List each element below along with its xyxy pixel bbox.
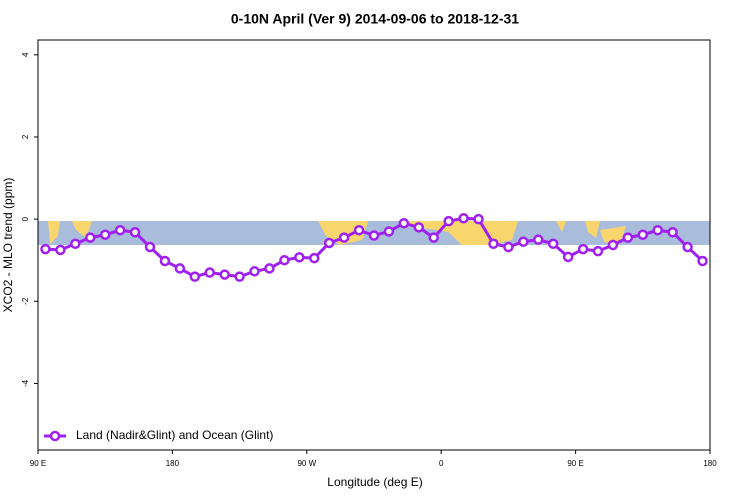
point: [353, 224, 365, 236]
point: [383, 226, 395, 237]
point: [144, 241, 156, 253]
point: [189, 271, 201, 282]
x-tick-label: 180: [166, 459, 180, 468]
plot-frame: [37, 39, 711, 451]
y-tick-label: -4: [21, 379, 30, 387]
point: [577, 243, 589, 255]
point: [592, 245, 604, 257]
point: [443, 215, 454, 227]
y-axis-label: XCO2 - MLO trend (ppm): [1, 178, 15, 313]
point: [85, 232, 96, 243]
point: [488, 238, 499, 250]
point: [398, 217, 410, 229]
point: [667, 227, 678, 238]
point: [533, 234, 544, 245]
point: [607, 239, 619, 251]
point: [279, 254, 290, 266]
point: [264, 263, 275, 274]
point: [637, 229, 649, 240]
chart-title: 0-10N April (Ver 9) 2014-09-06 to 2018-1…: [231, 11, 519, 27]
point: [682, 241, 693, 253]
x-tick-label: 90 W: [297, 459, 316, 468]
y-tick-label: 2: [21, 134, 30, 139]
y-tick-label: 4: [21, 52, 30, 57]
point: [129, 227, 141, 238]
point: [323, 237, 335, 249]
point: [234, 271, 245, 282]
point: [622, 232, 634, 243]
point: [159, 255, 171, 267]
point: [473, 213, 484, 225]
point: [368, 230, 380, 241]
point: [503, 241, 514, 253]
point: [219, 269, 230, 280]
point: [338, 232, 350, 243]
point: [204, 267, 215, 278]
legend-label: Land (Nadir&Glint) and Ocean (Glint): [76, 428, 273, 442]
x-tick-label: 0: [439, 459, 444, 468]
point: [428, 232, 439, 243]
point: [249, 266, 260, 277]
point: [652, 224, 663, 236]
point: [562, 251, 574, 263]
point: [70, 238, 81, 250]
point: [40, 243, 51, 255]
point: [547, 238, 559, 250]
point: [413, 222, 425, 233]
y-tick-label: -2: [21, 297, 30, 305]
point: [55, 244, 66, 256]
y-tick-label: 0: [21, 216, 30, 221]
point: [99, 229, 111, 240]
point: [174, 263, 186, 274]
x-axis-label: Longitude (deg E): [327, 475, 422, 489]
point: [458, 213, 469, 224]
x-tick-label: 90 E: [567, 459, 583, 468]
x-tick-label: 180: [703, 459, 717, 468]
point: [518, 236, 529, 247]
point: [114, 224, 126, 236]
point: [309, 252, 320, 264]
x-tick-label: 90 E: [30, 459, 46, 468]
point: [294, 252, 305, 263]
point: [697, 255, 708, 267]
legend-marker: [49, 430, 61, 442]
